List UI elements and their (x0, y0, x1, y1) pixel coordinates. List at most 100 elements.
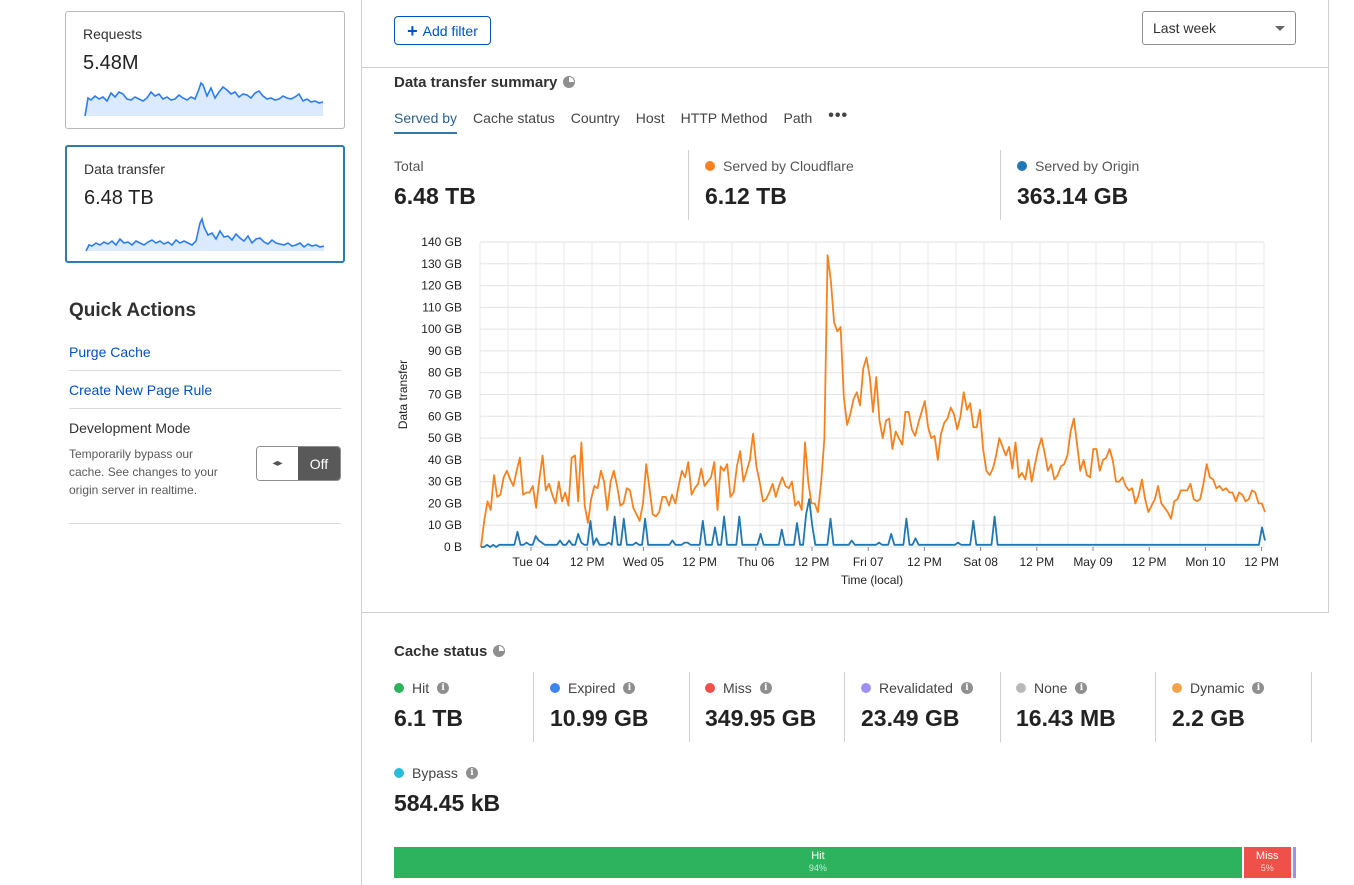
time-range-value: Last week (1153, 20, 1217, 36)
plus-icon: + (407, 20, 418, 41)
cache-stat-label: Revalidated (879, 680, 953, 696)
divider (69, 523, 341, 524)
divider (533, 672, 534, 742)
y-tick-label: 90 GB (428, 344, 462, 358)
section-divider (361, 67, 1329, 68)
bar-segment-hit[interactable]: Hit 94% (394, 847, 1242, 878)
bar-segment-pct: 5% (1260, 863, 1274, 873)
info-icon[interactable]: i (759, 682, 772, 694)
legend-dot-icon (861, 683, 871, 693)
pie-chart-icon[interactable] (563, 76, 576, 88)
info-icon[interactable]: i (1252, 682, 1265, 694)
requests-card[interactable]: Requests 5.48M (65, 11, 345, 129)
info-icon[interactable]: i (437, 682, 450, 694)
y-tick-label: 50 GB (428, 431, 462, 445)
divider (69, 370, 341, 371)
cache-stat-revalidated: Revalidated i 23.49 GB (861, 680, 973, 732)
section-divider (361, 612, 1329, 613)
tab-host[interactable]: Host (635, 110, 665, 126)
divider (1000, 150, 1001, 220)
data-transfer-value: 6.48 TB (84, 187, 154, 209)
legend-dot-icon (1017, 161, 1027, 171)
create-page-rule-link[interactable]: Create New Page Rule (69, 382, 213, 398)
x-tick-label: 12 PM (1132, 555, 1167, 569)
cache-status-bar: Hit 94% Miss 5% (394, 847, 1296, 878)
data-transfer-title: Data transfer (84, 161, 165, 177)
stat-cloudflare: Served by Cloudflare 6.12 TB (705, 158, 854, 210)
bar-segment-other[interactable] (1290, 847, 1296, 878)
y-tick-label: 40 GB (428, 453, 462, 467)
cache-stat-label: None (1034, 680, 1068, 696)
tab-served-by[interactable]: Served by (394, 110, 458, 134)
divider (688, 150, 689, 220)
purge-cache-link[interactable]: Purge Cache (69, 344, 151, 360)
y-tick-label: 110 GB (422, 300, 462, 314)
y-tick-label: 60 GB (428, 409, 462, 423)
data-transfer-card[interactable]: Data transfer 6.48 TB (65, 145, 345, 263)
cache-status-title-text: Cache status (394, 643, 488, 660)
tab-country[interactable]: Country (570, 110, 620, 126)
legend-dot-icon (705, 683, 715, 693)
cache-stat-value: 10.99 GB (550, 705, 649, 731)
x-tick-label: Tue 04 (513, 555, 550, 569)
tab-path[interactable]: Path (783, 110, 813, 126)
cache-stat-label: Expired (568, 680, 616, 696)
stat-cloudflare-label: Served by Cloudflare (723, 158, 854, 174)
more-tabs-icon[interactable]: ••• (828, 107, 849, 124)
dev-mode-toggle[interactable]: ◂▸ Off (256, 446, 341, 481)
stat-origin: Served by Origin 363.14 GB (1017, 158, 1139, 210)
add-filter-button[interactable]: + Add filter (394, 16, 491, 45)
requests-value: 5.48M (83, 52, 139, 74)
data-transfer-chart: 0 B 10 GB 20 GB 30 GB 40 GB 50 GB 60 GB 70 GB 80… (396, 235, 1279, 587)
stat-total: Total 6.48 TB (394, 158, 476, 210)
x-tick-label: 12 PM (570, 555, 605, 569)
cache-stat-value: 6.1 TB (394, 705, 464, 731)
x-tick-label: 12 PM (1244, 555, 1279, 569)
divider (1155, 672, 1156, 742)
bar-segment-label: Miss (1255, 850, 1279, 862)
y-tick-label: 30 GB (428, 475, 462, 489)
cache-stat-hit: Hit i 6.1 TB (394, 680, 463, 732)
tab-http-method[interactable]: HTTP Method (680, 110, 768, 126)
bar-segment-miss[interactable]: Miss 5% (1241, 847, 1291, 878)
cache-stat-value: 2.2 GB (1172, 705, 1245, 731)
y-tick-label: 10 GB (428, 518, 462, 532)
pie-chart-icon[interactable] (493, 645, 506, 657)
y-tick-label: 130 GB (421, 257, 462, 271)
cache-stat-expired: Expired i 10.99 GB (550, 680, 648, 732)
legend-dot-icon (1172, 683, 1182, 693)
divider (1311, 672, 1312, 742)
y-tick-label: 120 GB (421, 279, 462, 293)
main-border-right (1328, 0, 1329, 612)
legend-dot-icon (394, 683, 404, 693)
caret-down-icon (1275, 26, 1285, 31)
cache-stat-none: None i 16.43 MB (1016, 680, 1116, 732)
y-tick-label: 80 GB (428, 366, 462, 380)
cache-stat-dynamic: Dynamic i 2.2 GB (1172, 680, 1265, 732)
time-range-select[interactable]: Last week (1142, 11, 1296, 45)
legend-dot-icon (394, 768, 404, 778)
cache-stat-label: Bypass (412, 765, 458, 781)
cache-stat-bypass: Bypass i 584.45 kB (394, 765, 500, 817)
legend-dot-icon (705, 161, 715, 171)
info-icon[interactable]: i (465, 767, 478, 779)
info-icon[interactable]: i (1075, 682, 1088, 694)
y-tick-label: 100 GB (421, 322, 462, 336)
divider (844, 672, 845, 742)
info-icon[interactable]: i (623, 682, 636, 694)
divider (689, 672, 690, 742)
x-tick-label: 12 PM (1019, 555, 1054, 569)
stat-cloudflare-value: 6.12 TB (705, 183, 787, 209)
cache-stat-miss: Miss i 349.95 GB (705, 680, 816, 732)
info-icon[interactable]: i (960, 682, 973, 694)
stat-origin-label: Served by Origin (1035, 158, 1140, 174)
dev-mode-description: Temporarily bypass our cache. See change… (69, 447, 218, 497)
requests-title: Requests (83, 26, 143, 42)
divider (1000, 672, 1001, 742)
tab-cache-status[interactable]: Cache status (473, 110, 555, 126)
y-tick-label: 140 GB (421, 235, 462, 249)
stat-origin-value: 363.14 GB (1017, 183, 1129, 209)
cache-stat-value: 584.45 kB (394, 790, 501, 816)
quick-actions-title: Quick Actions (69, 300, 197, 321)
x-tick-label: 12 PM (682, 555, 717, 569)
